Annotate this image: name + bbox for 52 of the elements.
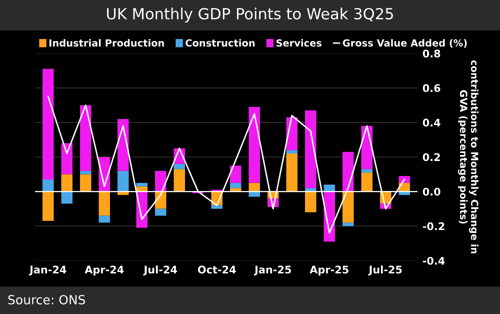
bar bbox=[174, 164, 185, 170]
source-note: Source: ONS bbox=[8, 294, 86, 304]
bar bbox=[42, 68, 54, 180]
y-tick-label: -0.2 bbox=[422, 222, 444, 230]
bar bbox=[80, 105, 92, 171]
x-tick-label: Apr-25 bbox=[310, 266, 348, 276]
bar bbox=[324, 184, 335, 192]
bar bbox=[174, 169, 185, 192]
bar bbox=[248, 182, 260, 192]
bar bbox=[286, 154, 298, 192]
y-axis-title: contributions to Monthly Change in GVA (percentage points) bbox=[458, 60, 478, 254]
x-tick-label: Jul-25 bbox=[368, 265, 402, 276]
bar bbox=[342, 222, 354, 226]
bar bbox=[230, 182, 242, 188]
bar bbox=[42, 192, 54, 221]
bar bbox=[61, 143, 72, 174]
bar bbox=[61, 192, 72, 204]
bar bbox=[155, 208, 166, 216]
chart-title: UK Monthly GDP Points to Weak 3Q25 bbox=[107, 8, 393, 22]
x-tick-label: Jul-24 bbox=[143, 265, 177, 276]
bar bbox=[118, 170, 129, 192]
legend-label: Gross Value Added (%) bbox=[342, 39, 467, 48]
y-tick-label: 0.2 bbox=[422, 153, 440, 162]
legend-label: Services bbox=[276, 39, 322, 47]
bar bbox=[248, 106, 260, 183]
bar bbox=[80, 170, 92, 174]
bar bbox=[42, 179, 54, 192]
bar bbox=[286, 150, 298, 154]
legend-label: Industrial Production bbox=[50, 39, 164, 47]
bar bbox=[61, 174, 72, 192]
bar bbox=[361, 172, 372, 192]
bar bbox=[398, 176, 410, 183]
y-tick-label: 0.4 bbox=[422, 118, 440, 127]
bar bbox=[98, 216, 110, 223]
bar bbox=[361, 169, 372, 173]
x-tick-label: Oct-24 bbox=[198, 266, 236, 274]
bar bbox=[305, 192, 316, 212]
x-tick-label: Apr-24 bbox=[84, 266, 124, 276]
y-tick-label: 0.6 bbox=[422, 84, 440, 92]
bar bbox=[230, 166, 242, 183]
bar bbox=[98, 192, 110, 216]
y-tick-label: -0.4 bbox=[422, 256, 445, 265]
y-tick-label: 0.8 bbox=[422, 50, 440, 58]
legend-label: Construction bbox=[186, 39, 255, 47]
bar bbox=[80, 174, 92, 192]
bar bbox=[136, 182, 148, 186]
y-tick-label: 0.0 bbox=[422, 188, 440, 196]
bar bbox=[211, 205, 222, 209]
bar bbox=[342, 192, 354, 223]
bar bbox=[305, 110, 316, 188]
x-tick-label: Jan-25 bbox=[254, 266, 291, 276]
x-tick-label: Jan-24 bbox=[28, 266, 66, 276]
